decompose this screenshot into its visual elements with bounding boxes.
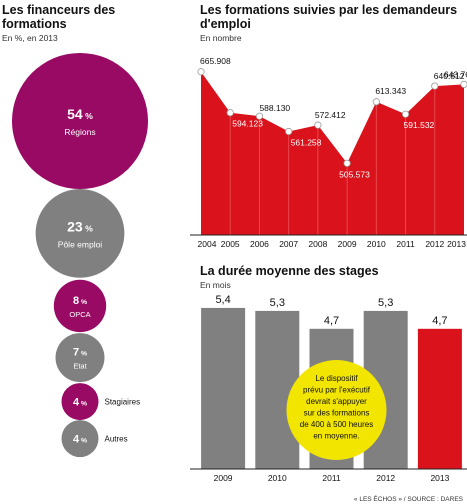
annotation-line: en moyenne.	[313, 432, 359, 441]
bubble-value-etat: 7 %	[73, 347, 87, 359]
data-label-2004: 665.908	[200, 56, 231, 66]
source-credit: « LES ÉCHOS » / SOURCE : DARES	[353, 496, 463, 503]
x-tick-2010: 2010	[268, 473, 287, 483]
annotation-line: sur des formations	[304, 409, 370, 418]
data-point-2012	[431, 82, 439, 90]
data-label-2010: 613.343	[375, 86, 406, 96]
x-tick-2013: 2013	[447, 239, 466, 249]
x-tick-2004: 2004	[198, 239, 217, 249]
data-label-2008: 572.412	[315, 110, 346, 120]
financeurs-subtitle: En %, en 2013	[2, 33, 58, 43]
bubble-label-etat: Etat	[73, 362, 87, 371]
bar-2013	[417, 328, 462, 469]
data-point-2007	[285, 127, 293, 136]
bubble-etat	[55, 333, 105, 383]
data-point-2005	[226, 109, 234, 117]
data-point-2013	[460, 80, 467, 88]
x-tick-2011: 2011	[322, 473, 341, 483]
x-tick-2011: 2011	[396, 239, 415, 249]
bubble-opca	[53, 279, 107, 333]
x-tick-2013: 2013	[430, 473, 449, 483]
data-point-2004	[197, 68, 205, 76]
x-tick-2007: 2007	[279, 239, 298, 249]
bar-value-2010: 5,3	[270, 297, 285, 309]
x-tick-2012: 2012	[425, 239, 444, 249]
data-label-2009: 505.573	[339, 169, 370, 179]
data-label-2006: 588.130	[259, 103, 290, 113]
x-tick-2009: 2009	[214, 473, 233, 483]
data-point-2008	[314, 121, 322, 129]
data-label-2012: 640.812	[434, 71, 465, 81]
x-tick-2005: 2005	[221, 239, 240, 249]
annotation-line: de 400 à 500 heures	[300, 420, 373, 429]
financeurs-bubble-chart: 54 % Régions 23 % Pôle emploi 8 % OPCA 7 % Etat…	[12, 53, 148, 458]
formations-title: Les formations suivies par les demandeur…	[200, 3, 458, 31]
formations-subtitle: En nombre	[200, 33, 242, 43]
bubble-label-opca: OPCA	[69, 310, 90, 319]
annotation-disc	[286, 360, 387, 460]
bar-value-2009: 5,4	[215, 294, 230, 306]
bubble-label-stagiaires: Stagiaires	[105, 398, 141, 407]
formations-area-chart: 665.908 594.123 588.130 561.258 572.412 505.5…	[190, 56, 467, 249]
duree-title: La durée moyenne des stages	[200, 264, 379, 278]
bar-2009	[201, 307, 246, 469]
bubble-value-regions: 54 %	[67, 106, 93, 122]
data-label-2005: 594.123	[232, 119, 263, 129]
bar-value-2013: 4,7	[432, 315, 447, 327]
bar-value-2011: 4,7	[324, 315, 339, 327]
data-label-2011: 591.532	[404, 120, 435, 130]
bubble-value-autres: 4 %	[73, 434, 87, 446]
annotation-line: Le dispositif	[315, 374, 358, 383]
data-point-2009	[343, 159, 351, 167]
data-point-2010	[372, 98, 380, 106]
area-fill	[201, 71, 464, 235]
bubble-regions	[12, 53, 148, 189]
duree-bar-chart: 5,4 2009 5,3 2010 4,7 2011 5,3 2012 4,7 2013 Le di…	[190, 294, 467, 483]
bar-value-2012: 5,3	[378, 297, 393, 309]
x-tick-2006: 2006	[250, 239, 269, 249]
bubble-value-stagiaires: 4 %	[73, 397, 87, 409]
bubble-autres	[61, 420, 99, 458]
bubble-pole-emploi	[35, 189, 125, 278]
data-point-2006	[255, 112, 264, 120]
data-label-2007: 561.258	[291, 138, 322, 148]
x-tick-2012: 2012	[376, 473, 395, 483]
bubble-value-opca: 8 %	[73, 295, 87, 307]
x-tick-2008: 2008	[308, 239, 327, 249]
bubble-label-pole-emploi: Pôle emploi	[58, 239, 103, 249]
x-tick-2009: 2009	[338, 239, 357, 249]
bubble-label-regions: Régions	[64, 127, 95, 137]
bubble-stagiaires	[61, 383, 99, 421]
data-label-2013: 643.765	[444, 69, 467, 79]
bubble-label-autres: Autres	[105, 435, 128, 444]
annotation-line: devrait s'appuyer	[306, 397, 367, 406]
duree-subtitle: En mois	[200, 280, 231, 290]
financeurs-title: Les financeurs des formations	[2, 3, 116, 31]
annotation-line: prévu par l'exécutif	[303, 386, 371, 395]
data-point-2011	[401, 110, 410, 118]
bubble-value-pole-emploi: 23 %	[67, 218, 93, 234]
x-tick-2010: 2010	[367, 239, 386, 249]
